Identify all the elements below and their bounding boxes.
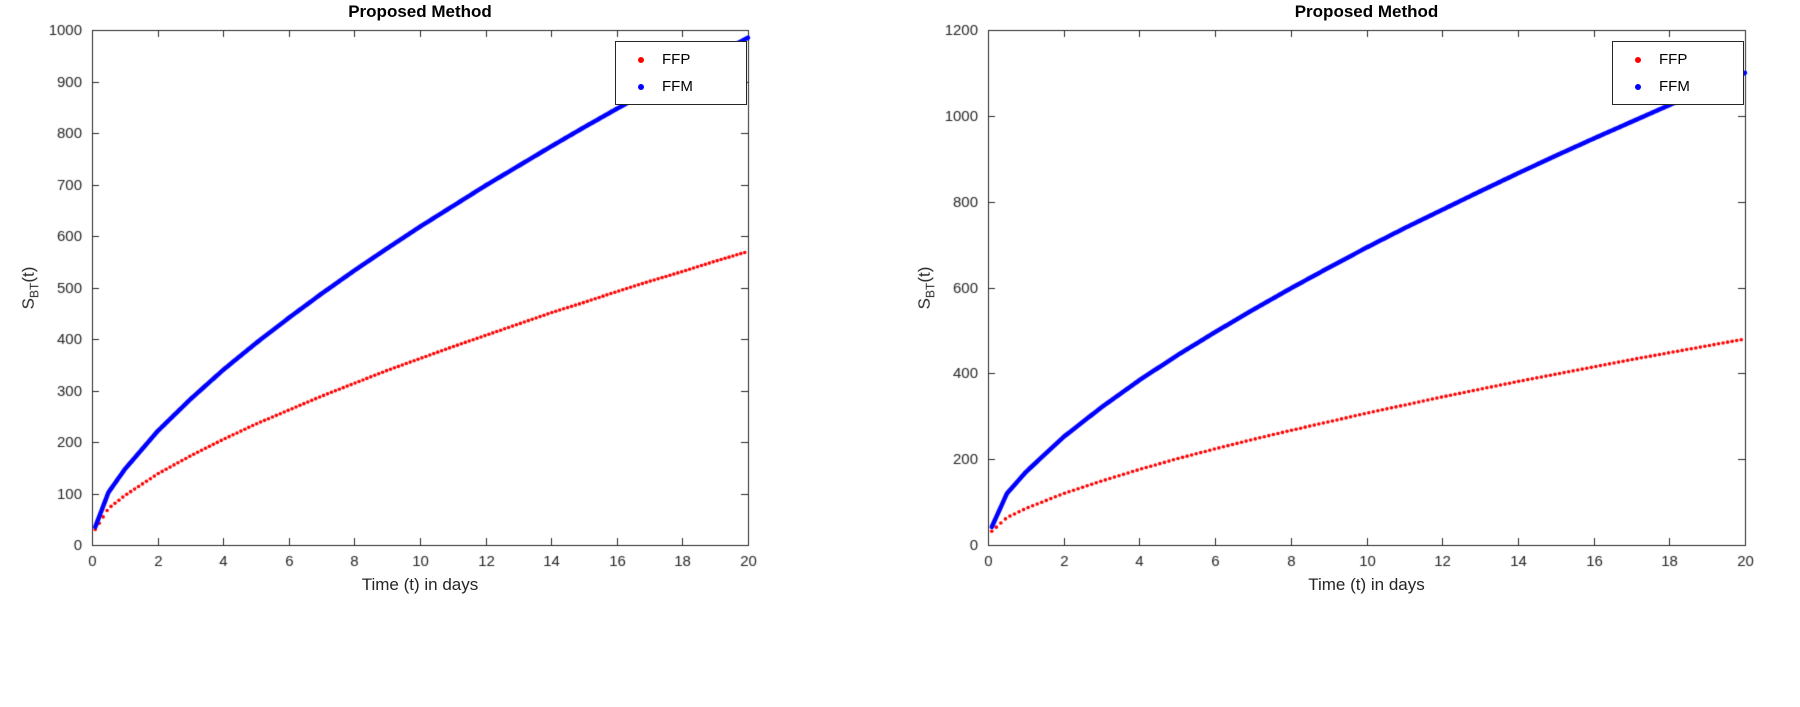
ffm-marker-icon <box>1635 83 1641 90</box>
y-axis-label: SBT(t) <box>915 266 937 309</box>
y-axis-label-sub: BT <box>27 282 42 298</box>
legend-label-ffm: FFM <box>1659 78 1690 95</box>
legend-label-ffm: FFM <box>662 78 693 95</box>
chart-right: Proposed Method SBT(t) Time (t) in days … <box>900 0 1800 707</box>
ffp-marker-icon <box>1635 56 1641 63</box>
legend-item-ffm: FFM <box>616 73 746 100</box>
right-plot-canvas <box>900 0 1800 707</box>
ffm-marker-icon <box>638 83 644 90</box>
y-axis-label: SBT(t) <box>19 266 41 309</box>
chart-title: Proposed Method <box>348 2 492 21</box>
legend-label-ffp: FFP <box>662 51 691 68</box>
y-axis-label-rest: (t) <box>18 266 38 283</box>
chart-title: Proposed Method <box>1294 2 1439 21</box>
x-axis-label: Time (t) in days <box>361 575 479 594</box>
legend-label-ffp: FFP <box>1659 51 1688 68</box>
y-axis-label-main: S <box>914 297 934 309</box>
legend-item-ffp: FFP <box>616 46 746 73</box>
legend: FFP FFM <box>1612 41 1744 105</box>
y-axis-label-main: S <box>18 297 38 309</box>
legend-item-ffp: FFP <box>1613 46 1743 73</box>
ffp-marker-icon <box>638 56 644 63</box>
y-axis-label-rest: (t) <box>914 266 934 283</box>
legend: FFP FFM <box>615 41 747 105</box>
legend-item-ffm: FFM <box>1613 73 1743 100</box>
y-axis-label-sub: BT <box>923 282 938 298</box>
x-axis-label: Time (t) in days <box>1308 575 1425 594</box>
chart-left: Proposed Method SBT(t) Time (t) in days … <box>0 0 900 707</box>
left-plot-canvas <box>0 0 900 707</box>
